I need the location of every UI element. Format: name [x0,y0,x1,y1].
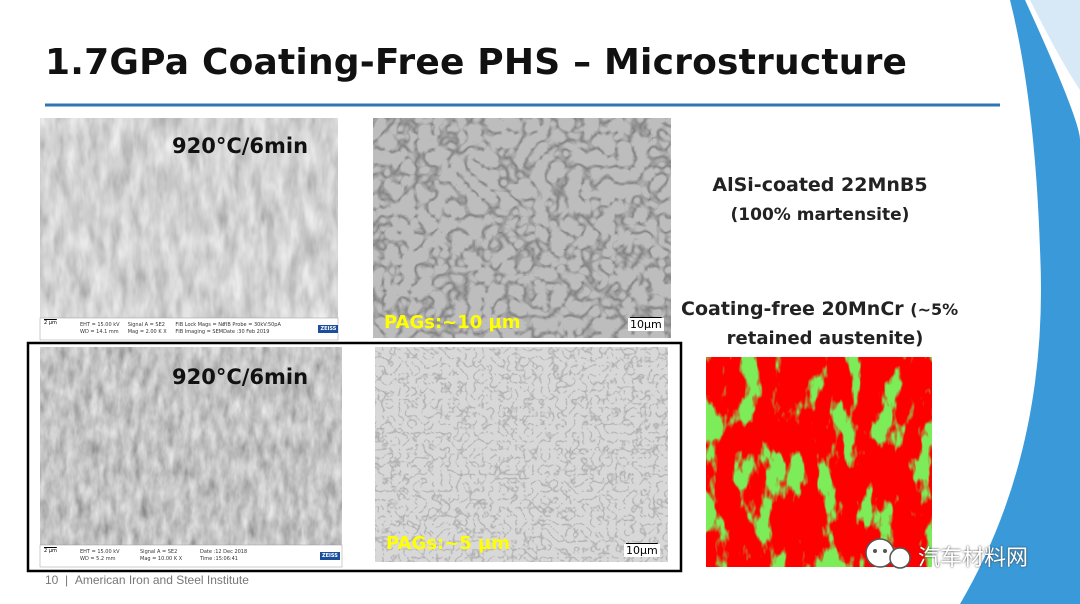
sem-info-text: Signal A = SE2 [127,322,165,328]
image-label: PAGs:~5 µm [386,533,511,554]
sem-info-text: FIB Probe = 30kV:50pA [223,322,281,328]
slide-title: 1.7GPa Coating-Free PHS – Microstructure [45,42,908,83]
watermark: 汽车材料网 [918,546,1029,571]
note-detail: retained austenite) [726,328,924,349]
scale-bar: 2 µm [44,320,57,326]
sem-texture [40,118,338,318]
image-label: 920°C/6min [172,134,309,158]
sem-info-text: FIB Imaging = SEM [175,329,224,335]
sem-info-text: ZEISS [318,325,339,333]
sem-info-text: ZEISS [320,552,340,560]
image-label: 920°C/6min [172,365,309,389]
sem-texture [40,347,342,545]
separator: | [65,573,69,587]
footer: 10 | American Iron and Steel Institute [45,573,249,587]
sem-info-text: Mag = 10.00 K X [140,556,183,562]
note-name: Coating-free 20MnCr [681,298,904,320]
optical-texture [373,118,671,338]
highlight-box [26,341,683,573]
sem-info-text: FIB Lock Mags = No [175,322,226,328]
scale-bar: 2 µm [44,548,57,554]
optical-texture [375,347,668,562]
sem-info-text: EHT = 15.00 kV [80,322,120,328]
scale-bar: 10µm [624,544,660,557]
sem-info-text: Time :15:06:41 [200,556,238,562]
image-label: PAGs:~10 µm [384,312,521,333]
scale-bar: 10µm [628,318,664,331]
decor-curve-light [1030,0,1080,90]
sem-info-bar [39,544,343,568]
decor-curve [960,0,1080,604]
organization: American Iron and Steel Institute [74,573,249,587]
note-detail: (~5% [910,300,959,319]
page-number: 10 [45,573,59,587]
note-title: AlSi-coated 22MnB5 [712,174,928,196]
note-detail: (100% martensite) [730,205,910,225]
sem-info-text: Date :12 Dec 2018 [200,549,248,555]
phase-map-austenite [706,357,932,567]
watermark-icon [865,538,911,569]
sem-info-text: WD = 14.1 mm [80,329,119,335]
sem-info-text: EHT = 15.00 kV [80,549,120,555]
sem-info-text: Date :30 Feb 2019 [223,329,270,335]
sem-info-text: Signal A = SE2 [140,549,178,555]
sem-info-text: WD = 5.2 mm [80,556,116,562]
note-title: Coating-free 20MnCr (~5% [681,298,958,320]
sem-info-text: Mag = 2.00 K X [127,329,167,335]
